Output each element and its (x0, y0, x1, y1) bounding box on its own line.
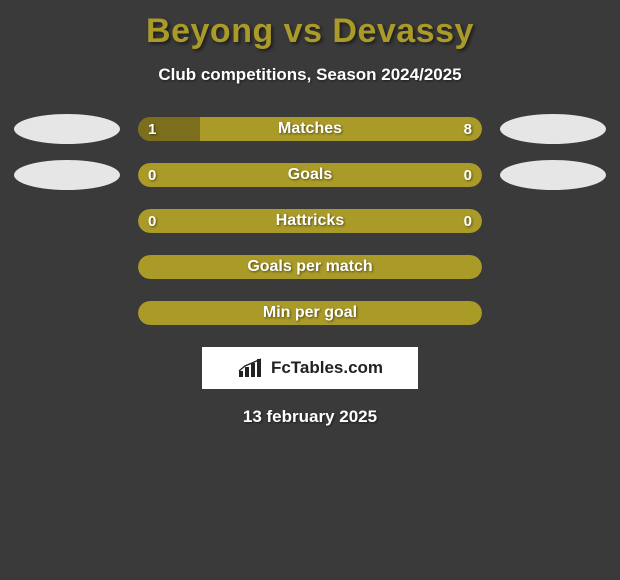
player-right-badge (500, 160, 606, 190)
page-title: Beyong vs Devassy (0, 0, 620, 51)
bar-chart-icon (237, 357, 265, 379)
stat-row: Goals per match (0, 255, 620, 279)
player-right-badge (500, 114, 606, 144)
spacer (500, 206, 606, 236)
page-subtitle: Club competitions, Season 2024/2025 (0, 65, 620, 85)
stat-row: 00Hattricks (0, 209, 620, 233)
stat-bar: Min per goal (138, 301, 482, 325)
spacer (500, 298, 606, 328)
stat-row: 18Matches (0, 117, 620, 141)
stat-label: Goals per match (138, 255, 482, 279)
spacer (14, 252, 120, 282)
player-left-badge (14, 114, 120, 144)
stat-bar: 18Matches (138, 117, 482, 141)
logo-container: FcTables.com (0, 347, 620, 389)
stat-label: Goals (138, 163, 482, 187)
stat-label: Hattricks (138, 209, 482, 233)
spacer (500, 252, 606, 282)
footer-date: 13 february 2025 (0, 407, 620, 427)
spacer (14, 298, 120, 328)
fctables-logo: FcTables.com (202, 347, 418, 389)
stat-row: Min per goal (0, 301, 620, 325)
stat-bar: 00Hattricks (138, 209, 482, 233)
spacer (14, 206, 120, 236)
stat-row: 00Goals (0, 163, 620, 187)
stat-bar: Goals per match (138, 255, 482, 279)
logo-text: FcTables.com (271, 358, 383, 378)
stat-bar: 00Goals (138, 163, 482, 187)
comparison-rows: 18Matches 00Goals 00Hattricks Goals per mat… (0, 117, 620, 325)
stat-label: Matches (138, 117, 482, 141)
stat-label: Min per goal (138, 301, 482, 325)
player-left-badge (14, 160, 120, 190)
